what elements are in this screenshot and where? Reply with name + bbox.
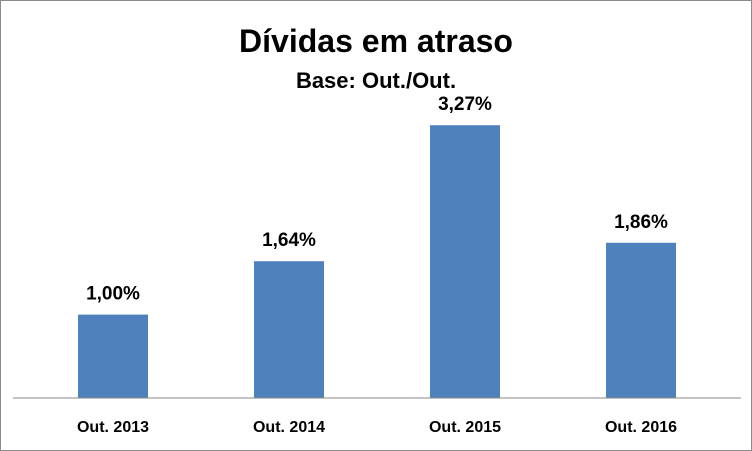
- bar-value-label-2: 1,64%: [262, 230, 316, 251]
- bar-value-label-4: 1,86%: [614, 212, 668, 233]
- bar-1: [78, 314, 148, 398]
- chart-title: Dívidas em atraso: [239, 23, 513, 59]
- bar-4: [606, 242, 676, 398]
- bar-2: [254, 261, 324, 398]
- bar-value-label-1: 1,00%: [86, 284, 140, 305]
- bar-value-label-3: 3,27%: [438, 94, 492, 115]
- x-tick-label-3: Out. 2015: [429, 419, 501, 436]
- x-tick-label-4: Out. 2016: [605, 419, 677, 436]
- x-tick-label-2: Out. 2014: [253, 419, 325, 436]
- bar-3: [430, 125, 500, 398]
- x-tick-label-1: Out. 2013: [77, 419, 149, 436]
- chart-subtitle: Base: Out./Out.: [295, 68, 457, 93]
